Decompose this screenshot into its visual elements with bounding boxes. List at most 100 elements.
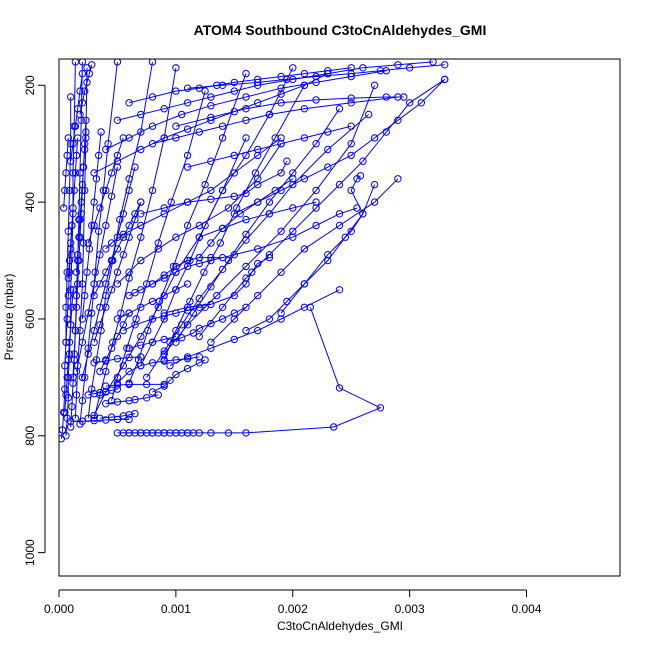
data-point xyxy=(224,429,233,437)
data-point xyxy=(119,233,128,241)
data-point xyxy=(242,134,250,142)
data-point xyxy=(254,175,262,183)
data-point xyxy=(143,380,151,389)
data-point xyxy=(67,423,75,431)
data-point xyxy=(216,239,225,247)
data-point xyxy=(183,353,192,361)
data-point xyxy=(63,373,71,382)
data-point xyxy=(125,367,133,376)
data-point xyxy=(335,286,344,294)
data-point xyxy=(78,59,87,66)
data-point xyxy=(125,99,133,107)
data-point xyxy=(183,306,192,314)
data-point xyxy=(143,394,151,402)
data-point xyxy=(148,186,157,195)
data-point xyxy=(183,163,192,171)
data-series xyxy=(67,69,87,165)
data-series xyxy=(102,380,168,390)
data-point xyxy=(69,140,77,148)
x-tick-label: 0.003 xyxy=(395,602,425,616)
data-point xyxy=(265,110,274,119)
data-point xyxy=(62,169,70,177)
chart-title: ATOM4 Southbound C3toCnAldehydes_GMI xyxy=(194,22,487,38)
data-series xyxy=(183,61,449,92)
data-point xyxy=(347,186,355,195)
data-point xyxy=(277,268,285,276)
data-point xyxy=(68,402,76,411)
data-point xyxy=(230,335,239,344)
data-point xyxy=(160,335,168,344)
data-point xyxy=(312,96,320,104)
data-point xyxy=(143,429,151,437)
data-point xyxy=(166,338,174,346)
data-point xyxy=(230,210,239,218)
data-point xyxy=(242,93,250,101)
data-point xyxy=(60,204,68,212)
data-point xyxy=(365,110,373,119)
data-point xyxy=(88,221,96,230)
series-layer xyxy=(59,59,449,443)
data-point xyxy=(376,67,385,75)
data-point xyxy=(189,309,198,317)
data-point xyxy=(113,385,122,393)
data-point xyxy=(79,163,88,171)
data-point xyxy=(230,78,239,87)
data-point xyxy=(71,59,80,66)
data-point xyxy=(67,321,75,329)
data-point xyxy=(218,253,227,262)
data-series xyxy=(62,221,76,346)
data-point xyxy=(370,180,379,189)
data-point xyxy=(405,99,414,107)
data-series xyxy=(76,61,96,119)
series-line xyxy=(65,225,73,343)
data-point xyxy=(137,362,145,370)
data-series xyxy=(72,163,122,376)
data-point xyxy=(81,373,89,382)
data-point xyxy=(148,280,157,288)
data-point xyxy=(265,253,274,262)
data-point xyxy=(242,230,250,239)
data-point xyxy=(160,429,168,437)
data-point xyxy=(230,309,239,317)
data-series xyxy=(84,385,122,399)
data-point xyxy=(230,315,239,323)
data-point xyxy=(95,227,103,236)
data-point xyxy=(69,204,77,212)
data-point xyxy=(125,134,133,142)
data-point xyxy=(254,198,262,206)
series-line xyxy=(87,61,153,419)
data-point xyxy=(125,344,133,352)
data-point xyxy=(69,286,77,294)
data-point xyxy=(71,122,80,130)
x-axis-label: C3toCnAldehydes_GMI xyxy=(277,619,403,633)
data-point xyxy=(207,102,215,110)
x-tick-label: 0.004 xyxy=(511,602,541,616)
series-line xyxy=(140,160,288,215)
data-point xyxy=(254,245,262,253)
data-point xyxy=(63,315,71,323)
data-point xyxy=(172,122,180,130)
series-line xyxy=(93,201,142,343)
data-point xyxy=(300,81,309,90)
data-point xyxy=(148,315,157,323)
data-point xyxy=(347,99,355,107)
data-point xyxy=(289,180,297,189)
data-point xyxy=(189,329,198,337)
data-point xyxy=(84,344,92,352)
data-point xyxy=(335,384,344,392)
data-point xyxy=(69,169,77,177)
data-point xyxy=(61,186,69,195)
data-point xyxy=(107,256,116,265)
series-line xyxy=(169,306,247,343)
data-point xyxy=(242,280,250,288)
data-point xyxy=(154,391,163,399)
data-point xyxy=(183,84,192,92)
series-line xyxy=(187,64,445,89)
data-point xyxy=(254,291,262,300)
data-point xyxy=(242,303,250,311)
data-point xyxy=(347,69,355,78)
data-point xyxy=(166,429,174,437)
data-point xyxy=(74,251,82,259)
data-point xyxy=(119,429,128,437)
data-point xyxy=(78,99,87,107)
